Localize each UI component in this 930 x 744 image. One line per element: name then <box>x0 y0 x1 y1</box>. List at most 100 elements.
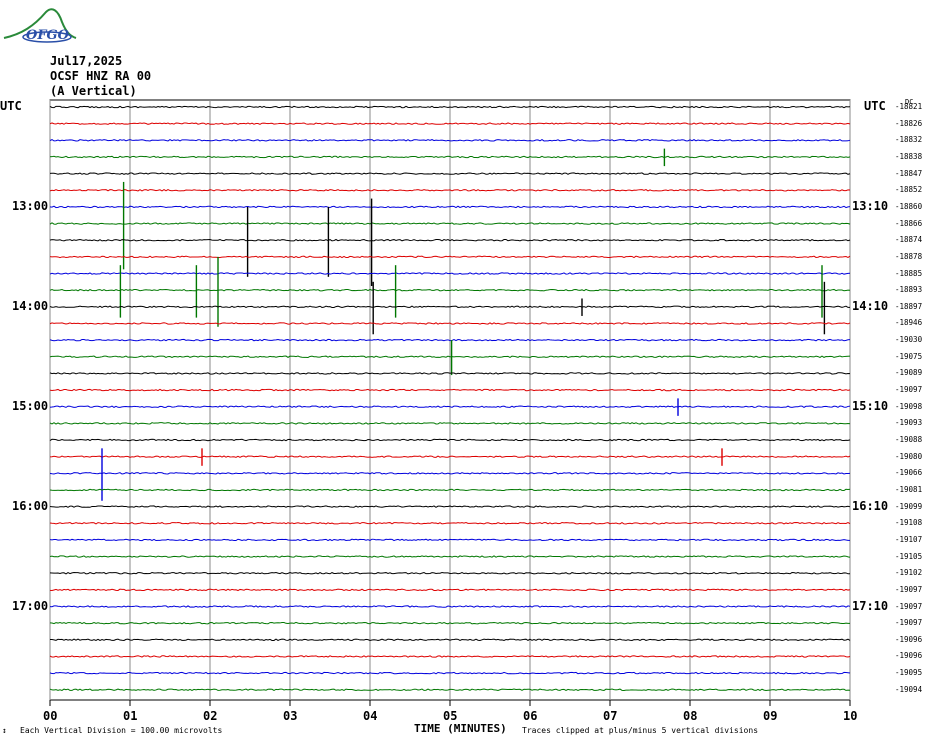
seismic-trace <box>49 605 851 608</box>
hour-label-left: 17:00 <box>12 598 49 613</box>
trace-offset-label: -18832 <box>895 135 923 145</box>
trace-offset-label: -19080 <box>895 451 923 461</box>
trace-offset-label: -18874 <box>895 235 923 245</box>
trace-offset-label: -18946 <box>895 318 923 328</box>
seismic-trace <box>49 205 851 209</box>
ofgo-logo: OFGO <box>2 4 77 44</box>
trace-offset-label: -19089 <box>895 368 923 378</box>
seismic-trace <box>49 488 851 492</box>
hour-label-left: 16:00 <box>12 498 49 513</box>
trace-offset-label: -19107 <box>895 534 923 544</box>
trace-offset-label: -19095 <box>895 668 923 678</box>
hour-label-right: 14:10 <box>852 298 889 313</box>
seismic-trace <box>49 222 851 225</box>
trace-offset-label: -19096 <box>895 634 923 644</box>
utc-right-label: UTC <box>864 99 886 113</box>
seismic-trace <box>49 405 851 408</box>
trace-offset-label: -18897 <box>895 301 923 311</box>
mountain-logo-icon <box>3 8 77 43</box>
trace-offset-label: -18878 <box>895 251 923 261</box>
seismic-trace <box>49 538 851 542</box>
x-tick-label: 09 <box>763 709 778 723</box>
trace-offset-label: -18866 <box>895 218 923 228</box>
seismic-trace <box>49 238 851 242</box>
date-label: Jul17,2025 <box>50 54 123 68</box>
hour-label-left: 14:00 <box>12 298 49 313</box>
trace-offset-label: -19097 <box>895 584 923 594</box>
seismic-trace <box>49 122 851 125</box>
seismic-trace <box>49 288 851 292</box>
seismic-trace <box>49 455 851 458</box>
seismic-trace <box>49 305 851 309</box>
x-axis-title: TIME (MINUTES) <box>414 722 507 735</box>
x-tick-label: 04 <box>363 709 378 723</box>
seismic-trace <box>49 688 851 692</box>
trace-offset-label: -19093 <box>895 418 923 428</box>
trace-offset-label: -19081 <box>895 484 923 494</box>
trace-offset-label: -18826 <box>895 118 923 128</box>
trace-offset-label: -18821 <box>895 102 923 111</box>
trace-offset-label: -19105 <box>895 551 923 561</box>
trace-offset-label: -19088 <box>895 435 923 444</box>
trace-offset-label: -19030 <box>895 335 923 345</box>
trace-offset-label: -19066 <box>895 468 923 478</box>
trace-offset-label: -18893 <box>895 285 923 295</box>
component-label: (A Vertical) <box>50 84 137 98</box>
station-label: OCSF HNZ RA 00 <box>50 69 152 83</box>
x-tick-label: 06 <box>523 709 538 723</box>
trace-offset-label: -19099 <box>895 501 923 511</box>
seismic-trace <box>49 388 851 392</box>
seismic-trace <box>49 472 851 475</box>
trace-offset-label: -19102 <box>895 568 923 578</box>
hour-label-right: 13:10 <box>852 198 889 213</box>
hour-label-right: 15:10 <box>852 398 889 413</box>
trace-offset-label: -19097 <box>895 385 923 395</box>
trace-offset-label: -19108 <box>895 518 923 528</box>
trace-offset-label: -19097 <box>895 601 923 611</box>
x-tick-label: 02 <box>203 709 218 723</box>
clip-note: Traces clipped at plus/minus 5 vertical … <box>522 726 759 735</box>
trace-offset-label: -19098 <box>895 401 923 411</box>
logo-text: OFGO <box>26 28 69 43</box>
seismic-trace <box>50 638 851 642</box>
seismic-trace <box>49 372 851 375</box>
seismic-trace <box>49 588 851 592</box>
seismic-trace <box>49 422 851 425</box>
seismic-trace <box>49 172 851 175</box>
trace-offset-label: -19096 <box>895 651 923 661</box>
seismic-trace <box>49 105 851 109</box>
seismic-trace <box>49 155 851 159</box>
seismic-trace <box>49 571 851 575</box>
trace-offset-label: -18847 <box>895 168 923 178</box>
hour-label-left: 15:00 <box>12 398 49 413</box>
seismic-trace <box>49 521 851 525</box>
seismic-trace <box>49 505 851 508</box>
seismic-trace <box>49 322 851 325</box>
trace-offset-label: -18852 <box>895 185 923 195</box>
seismic-trace <box>49 655 851 658</box>
x-tick-label: 00 <box>43 709 58 723</box>
trace-offset-label: -19097 <box>895 618 923 628</box>
seismic-trace <box>49 555 851 558</box>
trace-offset-label: -18860 <box>895 201 923 211</box>
seismic-trace <box>49 438 851 442</box>
hour-label-left: 13:00 <box>12 198 49 213</box>
x-tick-label: 08 <box>683 709 698 723</box>
trace-offset-label: -19094 <box>895 684 923 694</box>
seismic-trace <box>49 355 851 359</box>
seismic-trace <box>49 671 851 675</box>
trace-offset-label: -19075 <box>895 351 923 361</box>
trace-offset-label: -18838 <box>895 151 923 161</box>
x-tick-label: 07 <box>603 709 618 723</box>
dc-label: DC <box>905 98 914 106</box>
scale-icon: ↕ <box>2 726 7 735</box>
trace-offset-label: -18885 <box>895 268 923 278</box>
x-tick-label: 03 <box>283 709 298 723</box>
seismic-trace <box>49 188 851 192</box>
seismic-trace <box>49 255 851 259</box>
vertical-division-note: Each Vertical Division = 100.00 microvol… <box>20 726 223 735</box>
utc-left-label: UTC <box>0 99 22 113</box>
x-tick-label: 01 <box>123 709 138 723</box>
x-tick-label: 10 <box>843 709 858 723</box>
